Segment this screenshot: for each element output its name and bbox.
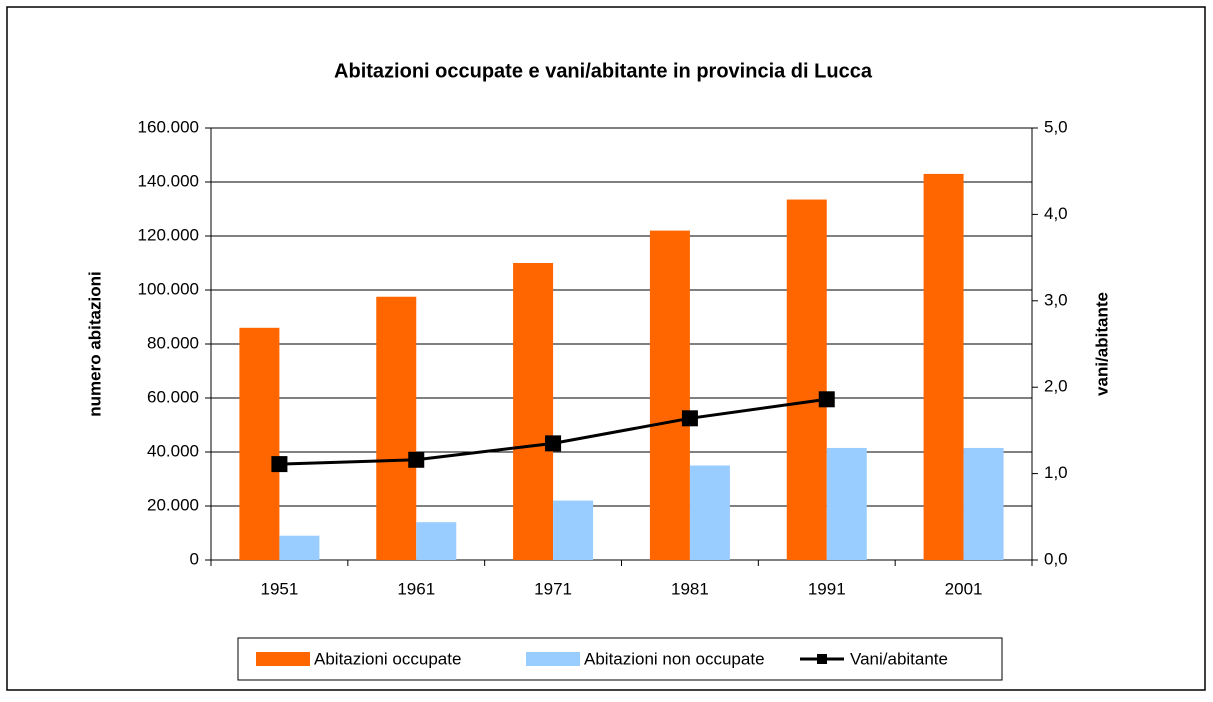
legend-label: Vani/abitante bbox=[850, 649, 948, 668]
y2-tick-label: 0,0 bbox=[1044, 549, 1068, 568]
bar bbox=[786, 199, 827, 561]
bar bbox=[649, 230, 690, 560]
bar bbox=[826, 447, 867, 560]
y-tick-label: 140.000 bbox=[138, 171, 199, 190]
bar bbox=[279, 535, 320, 560]
line-marker bbox=[818, 391, 835, 408]
y-tick-label: 20.000 bbox=[147, 495, 199, 514]
y2-tick-label: 5,0 bbox=[1044, 117, 1068, 136]
line-marker bbox=[271, 456, 288, 473]
y-axis-title: numero abitazioni bbox=[85, 271, 104, 416]
x-tick-label: 1971 bbox=[534, 579, 572, 598]
line-marker bbox=[408, 451, 425, 468]
y-tick-label: 160.000 bbox=[138, 117, 199, 136]
bar bbox=[963, 447, 1004, 560]
y-tick-label: 80.000 bbox=[147, 333, 199, 352]
legend-label: Abitazioni non occupate bbox=[584, 649, 765, 668]
x-tick-label: 1951 bbox=[261, 579, 299, 598]
y-tick-label: 120.000 bbox=[138, 225, 199, 244]
y-tick-label: 40.000 bbox=[147, 441, 199, 460]
x-tick-label: 1991 bbox=[808, 579, 846, 598]
line-marker bbox=[681, 410, 698, 427]
legend-swatch bbox=[256, 652, 310, 666]
x-tick-label: 1961 bbox=[397, 579, 435, 598]
legend-swatch-marker bbox=[817, 654, 827, 664]
legend-label: Abitazioni occupate bbox=[314, 649, 461, 668]
legend-swatch bbox=[526, 652, 580, 666]
chart-title: Abitazioni occupate e vani/abitante in p… bbox=[334, 60, 873, 82]
y2-tick-label: 3,0 bbox=[1044, 290, 1068, 309]
bar bbox=[513, 263, 554, 560]
legend-box bbox=[237, 637, 1003, 681]
bar bbox=[376, 296, 417, 560]
y2-axis-title: vani/abitante bbox=[1092, 292, 1111, 396]
bar bbox=[239, 327, 280, 560]
y-tick-label: 60.000 bbox=[147, 387, 199, 406]
x-tick-label: 2001 bbox=[945, 579, 983, 598]
y-tick-label: 0 bbox=[190, 549, 199, 568]
line-marker bbox=[545, 435, 562, 452]
chart-border bbox=[6, 6, 1206, 691]
y2-tick-label: 4,0 bbox=[1044, 204, 1068, 223]
y-tick-label: 100.000 bbox=[138, 279, 199, 298]
bar bbox=[416, 522, 457, 560]
x-tick-label: 1981 bbox=[671, 579, 709, 598]
y2-tick-label: 2,0 bbox=[1044, 377, 1068, 396]
bar bbox=[553, 500, 594, 560]
y2-tick-label: 1,0 bbox=[1044, 463, 1068, 482]
bar bbox=[689, 465, 730, 560]
bar bbox=[923, 173, 964, 560]
